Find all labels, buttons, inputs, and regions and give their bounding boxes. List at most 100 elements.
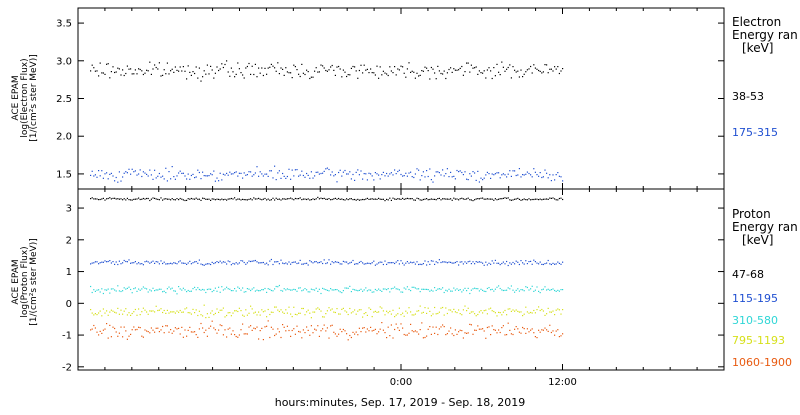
data-point bbox=[467, 332, 469, 334]
data-point bbox=[232, 173, 234, 175]
data-point bbox=[90, 263, 92, 265]
data-point bbox=[294, 313, 296, 315]
data-point bbox=[290, 313, 292, 315]
data-point bbox=[358, 199, 360, 201]
data-point bbox=[528, 68, 530, 70]
data-point bbox=[123, 310, 125, 312]
data-point bbox=[437, 288, 439, 290]
data-point bbox=[498, 285, 500, 287]
data-point bbox=[349, 171, 351, 173]
data-point bbox=[237, 175, 239, 177]
data-point bbox=[219, 324, 221, 326]
data-point bbox=[496, 315, 498, 317]
data-point bbox=[462, 74, 464, 76]
data-point bbox=[562, 180, 564, 182]
data-point bbox=[171, 166, 173, 168]
data-point bbox=[99, 291, 101, 293]
data-point bbox=[182, 287, 184, 289]
data-point bbox=[320, 330, 322, 332]
data-point bbox=[269, 313, 271, 316]
data-point bbox=[186, 307, 188, 309]
data-point bbox=[282, 290, 284, 292]
data-point bbox=[506, 260, 508, 263]
data-point bbox=[517, 328, 519, 330]
data-point bbox=[229, 312, 231, 314]
data-point bbox=[190, 74, 192, 76]
data-point bbox=[354, 66, 356, 68]
data-point bbox=[202, 288, 204, 291]
data-point bbox=[363, 327, 365, 329]
data-point bbox=[154, 169, 156, 171]
data-point bbox=[326, 198, 328, 200]
data-point bbox=[469, 173, 471, 175]
data-point bbox=[432, 313, 434, 315]
data-point bbox=[480, 177, 482, 179]
data-point bbox=[496, 286, 498, 288]
data-point bbox=[224, 63, 226, 66]
data-point bbox=[354, 179, 356, 181]
data-point bbox=[402, 327, 404, 329]
data-point bbox=[422, 171, 424, 173]
data-point bbox=[99, 62, 101, 64]
data-point bbox=[315, 329, 317, 331]
data-point bbox=[478, 328, 480, 330]
data-point bbox=[541, 176, 543, 179]
data-point bbox=[430, 333, 432, 335]
data-point bbox=[155, 177, 157, 179]
data-point bbox=[442, 306, 444, 309]
data-point bbox=[362, 262, 364, 264]
data-point bbox=[238, 307, 240, 309]
data-point bbox=[106, 63, 108, 65]
data-point bbox=[291, 169, 293, 171]
data-point bbox=[504, 289, 506, 291]
data-point bbox=[203, 70, 205, 72]
electron-legend-entry-2: 175-315 bbox=[732, 126, 778, 139]
data-point bbox=[440, 307, 442, 309]
data-point bbox=[554, 289, 556, 292]
data-point bbox=[387, 175, 389, 177]
data-point bbox=[558, 197, 560, 200]
data-point bbox=[526, 69, 528, 71]
data-point bbox=[274, 261, 276, 263]
electron-legend-entry-1: 38-53 bbox=[732, 90, 764, 103]
data-point bbox=[346, 311, 348, 313]
data-point bbox=[206, 175, 208, 177]
data-point bbox=[560, 263, 562, 265]
data-point bbox=[475, 66, 477, 68]
data-point bbox=[254, 198, 256, 200]
data-point bbox=[462, 309, 464, 311]
data-point bbox=[182, 311, 184, 313]
data-point bbox=[445, 173, 447, 175]
data-point bbox=[168, 73, 170, 75]
data-point bbox=[146, 311, 148, 313]
data-point bbox=[547, 259, 549, 262]
data-point bbox=[323, 67, 325, 69]
data-point bbox=[176, 328, 178, 330]
data-point bbox=[360, 309, 362, 311]
data-point bbox=[474, 313, 476, 315]
data-point bbox=[304, 73, 306, 76]
data-point bbox=[165, 73, 167, 75]
data-point bbox=[154, 331, 156, 333]
data-point bbox=[480, 328, 482, 330]
data-point bbox=[134, 329, 136, 331]
data-point bbox=[339, 291, 341, 293]
data-point bbox=[232, 290, 234, 292]
data-point bbox=[405, 288, 407, 290]
data-point bbox=[387, 326, 389, 328]
data-point bbox=[477, 325, 479, 327]
data-point bbox=[346, 75, 348, 78]
data-point bbox=[485, 290, 487, 293]
data-point bbox=[304, 262, 306, 265]
data-point bbox=[299, 331, 301, 333]
data-point bbox=[208, 73, 210, 75]
data-point bbox=[318, 308, 320, 310]
data-point bbox=[350, 178, 352, 180]
data-point bbox=[389, 173, 391, 175]
data-point bbox=[205, 317, 207, 319]
data-point bbox=[347, 74, 349, 76]
data-point bbox=[114, 180, 116, 182]
data-point bbox=[392, 197, 394, 199]
data-point bbox=[118, 313, 120, 315]
